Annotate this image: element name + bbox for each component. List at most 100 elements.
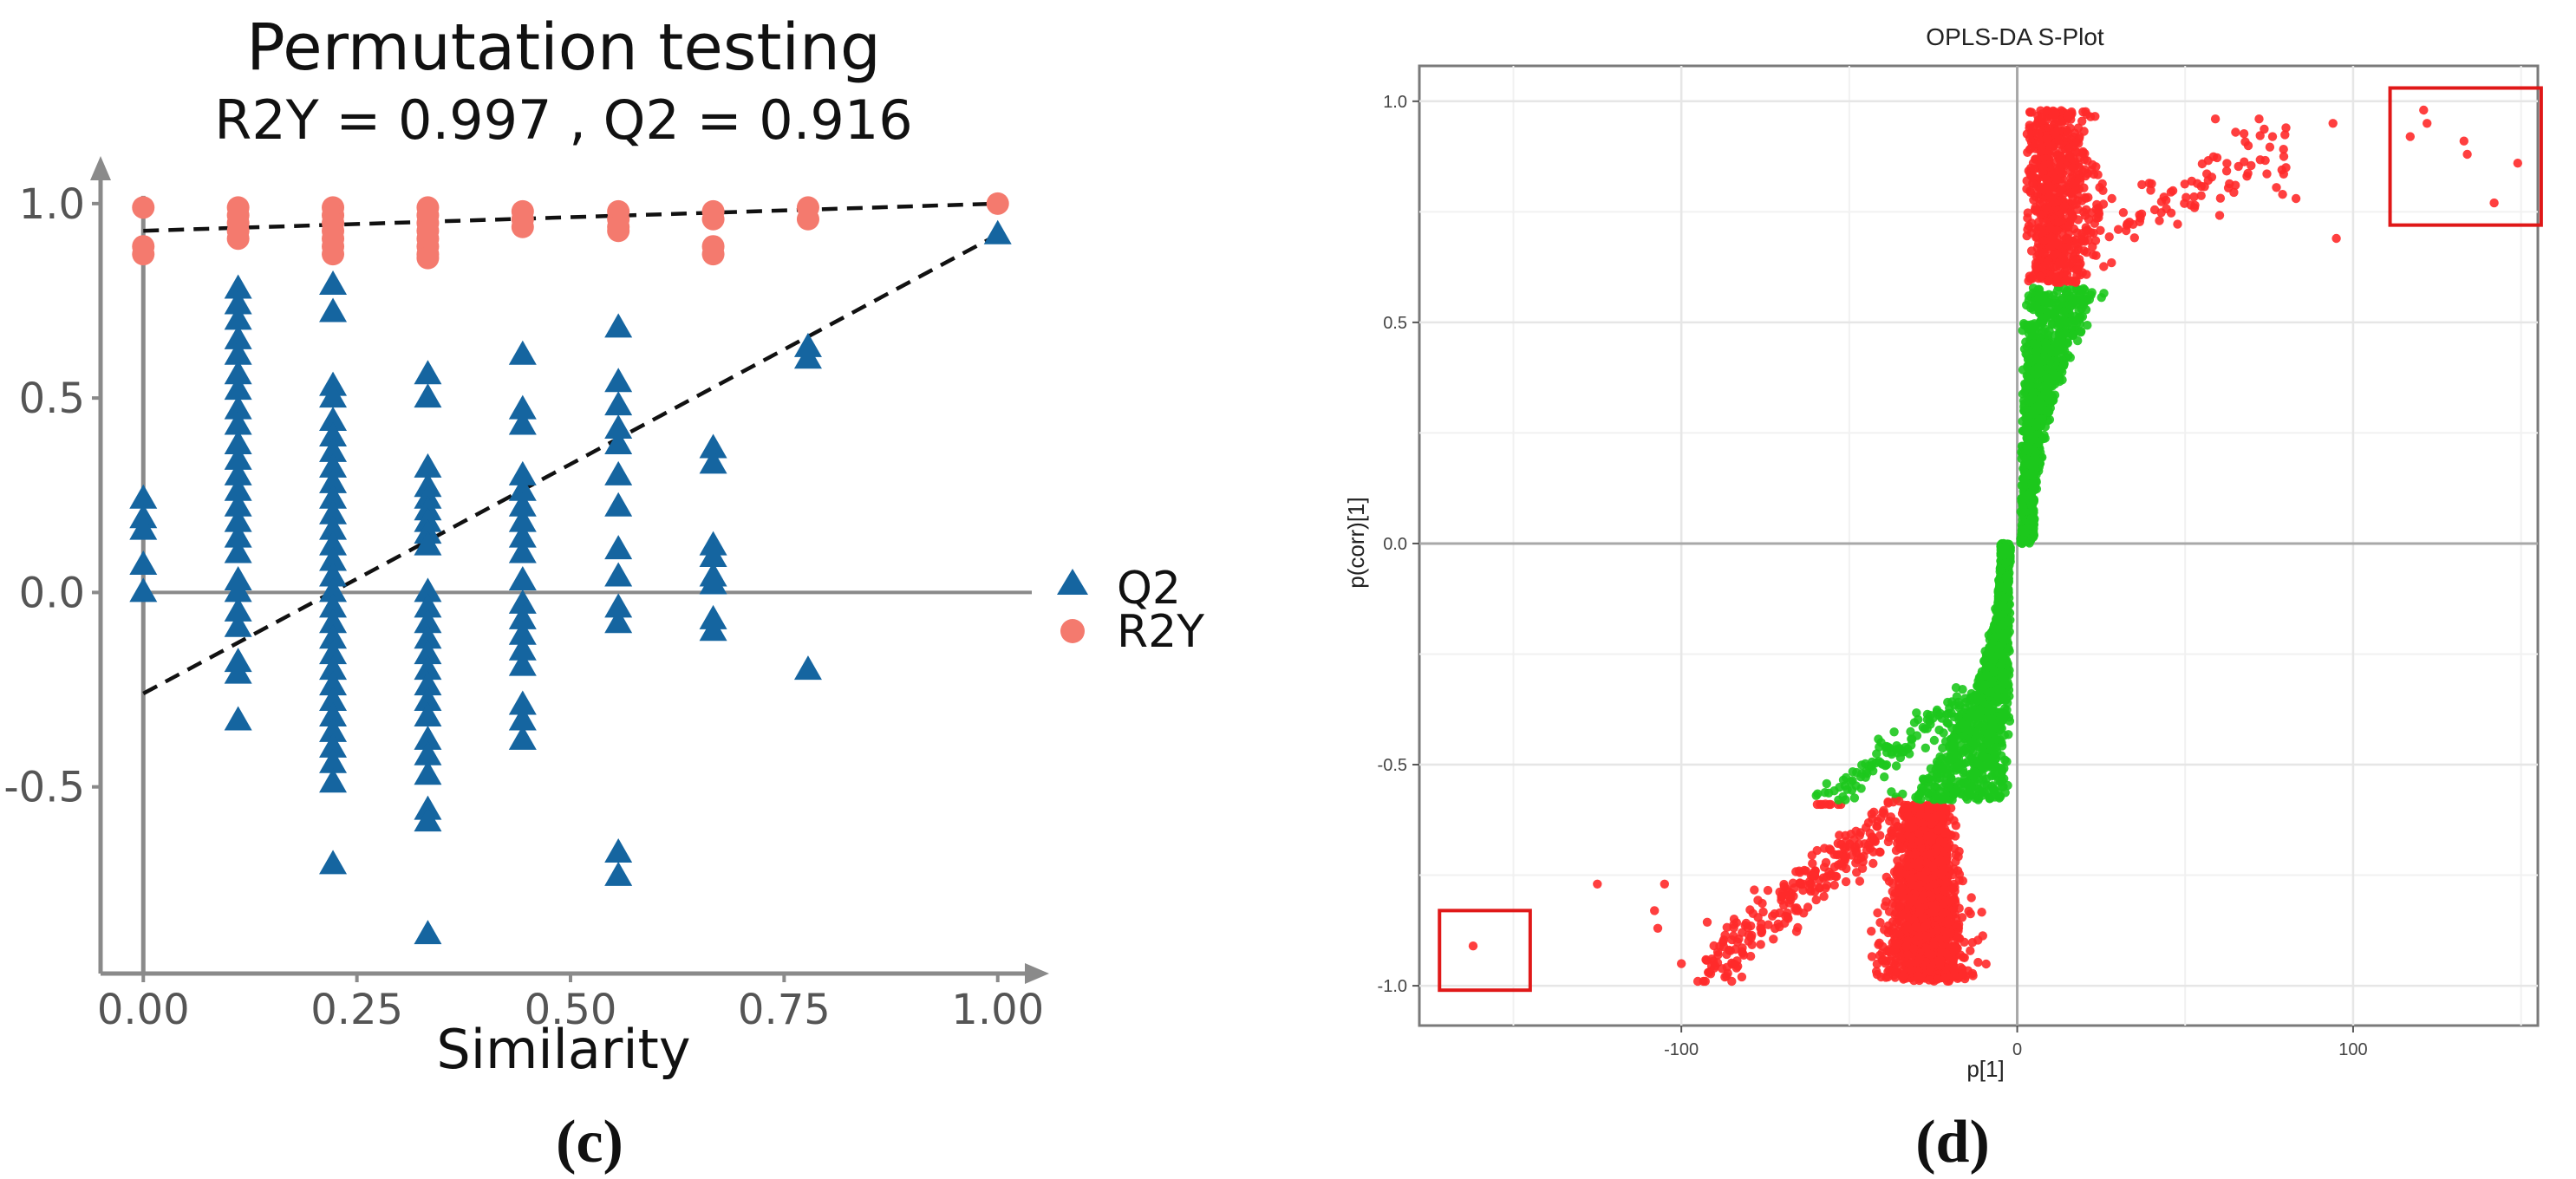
s-plot-point-green (1966, 770, 1975, 780)
q2-point (224, 394, 252, 420)
s-plot-point-green (2053, 346, 2063, 355)
s-plot-point-green (2025, 381, 2036, 391)
legend-q2-marker (1057, 569, 1088, 595)
s-plot-point-red (1915, 810, 1926, 820)
s-plot-point-red (1787, 889, 1797, 899)
y-tick-label: 1.0 (1383, 93, 1407, 112)
s-plot-point-green (2021, 349, 2031, 359)
s-plot-point-green (1992, 734, 2001, 744)
q2-point (319, 407, 348, 432)
s-plot-point-red (1933, 925, 1942, 935)
s-plot-point-green (2035, 295, 2044, 304)
q2-series (129, 219, 1012, 945)
s-plot-point-red (1727, 935, 1737, 945)
q2-point (224, 659, 252, 684)
s-plot-point-red (1924, 831, 1934, 842)
s-plot-point-green (1973, 695, 1983, 705)
s-plot-point-red (1903, 949, 1913, 960)
s-plot-point-green (1947, 754, 1957, 764)
s-plot-point-red (1947, 953, 1957, 962)
s-plot-point-red (1830, 871, 1840, 881)
s-plot-point-green (2044, 395, 2055, 405)
s-plot-point-red (1895, 833, 1906, 843)
q2-point (319, 421, 348, 446)
q2-point (224, 523, 252, 548)
s-plot-point-red (1924, 975, 1934, 985)
q2-point (224, 706, 252, 731)
s-plot-point-green (2063, 286, 2072, 296)
s-plot-point-red (1913, 803, 1923, 812)
s-plot-point-green (2083, 321, 2092, 330)
q2-point (224, 460, 252, 485)
q2-point (224, 612, 252, 637)
s-plot-point-green (2001, 571, 2012, 582)
s-plot-point-green (1997, 661, 2006, 670)
q2-point (319, 717, 348, 742)
q2-point (508, 410, 537, 435)
q2-point (604, 313, 633, 338)
s-plot-point-red (1891, 928, 1901, 939)
s-plot-point-red (1896, 883, 1907, 892)
q2-point (319, 546, 348, 571)
s-plot-point-red (1808, 858, 1817, 869)
s-plot-point-green (1929, 735, 1940, 746)
regression-line-r2y (143, 201, 998, 233)
s-plot-point-red (1867, 927, 1876, 936)
r2y-point (132, 243, 155, 266)
q2-point (224, 577, 252, 603)
s-plot-point-red (1914, 837, 1925, 846)
s-plot-point-red (1894, 822, 1903, 832)
s-plot-point-green (1949, 789, 1959, 798)
s-plot-point-green (1903, 744, 1913, 754)
q2-point (414, 760, 442, 785)
s-plot-point-red (1718, 937, 1728, 947)
s-plot-point-green (1989, 623, 1999, 633)
s-plot-point-green (1927, 776, 1937, 785)
q2-point (508, 460, 537, 485)
s-plot-point-green (1857, 760, 1867, 770)
s-plot-point-green (2000, 675, 2010, 685)
legend-q2-label: Q2 (1117, 563, 1181, 615)
q2-point (224, 596, 252, 622)
s-plot-point-red (2071, 248, 2080, 257)
s-plot-point-red (1939, 863, 1948, 873)
s-plot-point-red (1835, 831, 1844, 840)
s-plot-point-red (1899, 912, 1909, 922)
s-plot-point-red (1890, 889, 1901, 898)
s-plot-point-green (1948, 733, 1959, 742)
s-plot-point-red (1935, 959, 1945, 969)
s-plot-point-red (1880, 809, 1889, 818)
s-plot-points (1468, 105, 2522, 987)
s-plot-point-green (1867, 760, 1876, 771)
s-plot-point-red (1829, 880, 1839, 890)
y-tick-label: -1.0 (1378, 977, 1407, 996)
q2-point (604, 837, 633, 863)
q2-point (414, 920, 442, 945)
s-plot-point-green (1973, 681, 1982, 691)
s-plot-point-green (1966, 726, 1976, 736)
s-plot-point-red (1953, 933, 1963, 942)
s-plot-point-red (1883, 797, 1893, 807)
s-plot-point-red (1770, 909, 1779, 919)
s-plot-point-red (1799, 865, 1810, 876)
s-plot-point-red (1950, 831, 1960, 841)
s-plot-point-red (1940, 824, 1950, 834)
q2-point (319, 768, 348, 793)
s-plot-point-green (2031, 340, 2040, 350)
s-plot-point-green (1988, 791, 1998, 800)
q2-point (699, 449, 727, 474)
q2-point (319, 733, 348, 758)
s-plot-point-green (1887, 747, 1896, 757)
s-plot-point-green (1989, 668, 1999, 677)
s-plot-point-green (1981, 774, 1991, 784)
s-plot-point-red (1753, 913, 1763, 922)
s-plot-point-red (1884, 947, 1895, 957)
s-plot-point-red (1722, 922, 1732, 933)
s-plot-point-green (1997, 751, 2006, 760)
s-plot-point-red (1745, 905, 1755, 915)
s-plot-point-red (1931, 903, 1940, 914)
s-plot-point-green (1953, 759, 1964, 769)
x-tick-label: 1.00 (951, 986, 1044, 1034)
s-plot-point-green (2002, 648, 2012, 658)
s-plot-point-green (2000, 542, 2010, 552)
